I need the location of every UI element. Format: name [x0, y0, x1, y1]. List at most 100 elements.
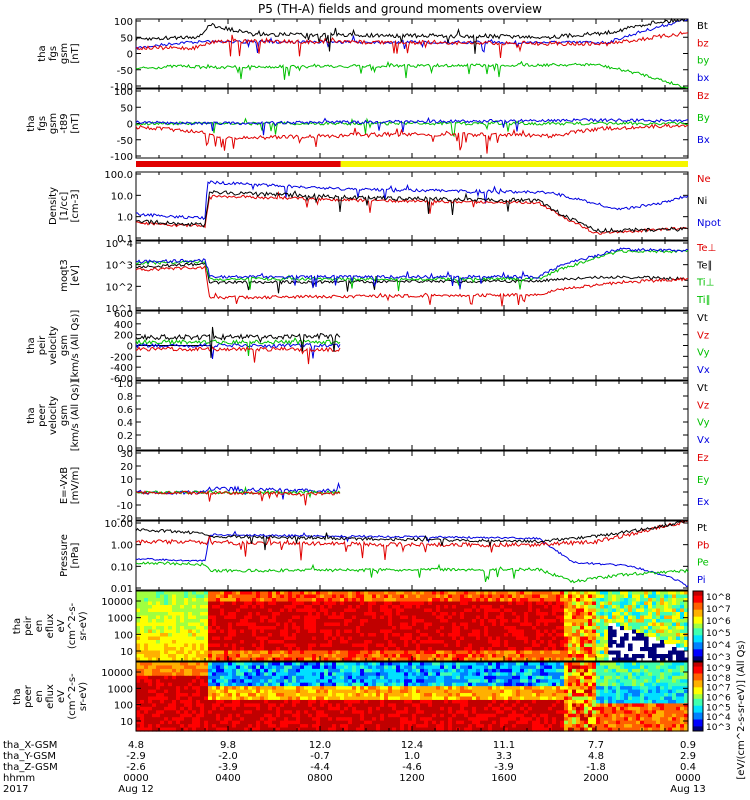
heatmap-cell	[644, 662, 649, 667]
heatmap-cell	[552, 626, 557, 631]
heatmap-cell	[172, 654, 177, 659]
heatmap-cell	[400, 605, 405, 610]
heatmap-cell	[376, 665, 381, 670]
heatmap-cell	[284, 650, 289, 655]
heatmap-cell	[548, 675, 553, 680]
heatmap-cell	[296, 636, 301, 641]
heatmap-cell	[352, 633, 357, 638]
heatmap-cell	[240, 619, 245, 624]
heatmap-cell	[580, 633, 585, 638]
heatmap-cell	[576, 699, 581, 704]
heatmap-cell	[244, 693, 249, 698]
heatmap-cell	[440, 672, 445, 677]
heatmap-cell	[676, 605, 681, 610]
heatmap-cell	[640, 629, 645, 634]
heatmap-cell	[584, 643, 589, 648]
heatmap-cell	[272, 689, 277, 694]
heatmap-cell	[668, 682, 673, 687]
heatmap-cell	[304, 675, 309, 680]
heatmap-cell	[344, 605, 349, 610]
heatmap-cell	[576, 615, 581, 620]
heatmap-cell	[680, 682, 685, 687]
heatmap-cell	[576, 657, 581, 662]
heatmap-cell	[156, 672, 161, 677]
heatmap-cell	[536, 640, 541, 645]
heatmap-cell	[624, 657, 629, 662]
heatmap-cell	[364, 686, 369, 691]
heatmap-cell	[572, 608, 577, 613]
heatmap-cell	[664, 679, 669, 684]
heatmap-cell	[524, 662, 529, 667]
heatmap-cell	[480, 626, 485, 631]
heatmap-cell	[400, 643, 405, 648]
heatmap-cell	[360, 662, 365, 667]
heatmap-cell	[324, 665, 329, 670]
heatmap-cell	[392, 612, 397, 617]
heatmap-cell	[512, 612, 517, 617]
heatmap-cell	[352, 601, 357, 606]
heatmap-cell	[312, 647, 317, 652]
heatmap-cell	[316, 636, 321, 641]
heatmap-cell	[528, 612, 533, 617]
heatmap-cell	[424, 693, 429, 698]
heatmap-cell	[388, 615, 393, 620]
heatmap-cell	[620, 668, 625, 673]
heatmap-cell	[652, 612, 657, 617]
heatmap-cell	[400, 629, 405, 634]
heatmap-cell	[564, 591, 569, 596]
heatmap-cell	[388, 629, 393, 634]
heatmap-cell	[248, 689, 253, 694]
heatmap-cell	[680, 662, 685, 667]
heatmap-cell	[676, 633, 681, 638]
heatmap-cell	[196, 650, 201, 655]
legend-entry: Ni	[697, 196, 707, 207]
heatmap-cell	[460, 679, 465, 684]
heatmap-cell	[344, 615, 349, 620]
heatmap-cell	[572, 696, 577, 701]
heatmap-cell	[496, 686, 501, 691]
heatmap-cell	[612, 668, 617, 673]
heatmap-cell	[184, 662, 189, 667]
heatmap-cell	[572, 654, 577, 659]
heatmap-cell	[264, 598, 269, 603]
heatmap-cell	[332, 668, 337, 673]
heatmap-cell	[620, 689, 625, 694]
heatmap-cell	[172, 689, 177, 694]
heatmap-cell	[500, 682, 505, 687]
heatmap-cell	[260, 601, 265, 606]
heatmap-cell	[312, 605, 317, 610]
heatmap-cell	[180, 689, 185, 694]
heatmap-cell	[400, 633, 405, 638]
heatmap-cell	[140, 626, 145, 631]
heatmap-cell	[344, 622, 349, 627]
heatmap-cell	[304, 605, 309, 610]
heatmap-cell	[544, 689, 549, 694]
heatmap-cell	[320, 629, 325, 634]
heatmap-cell	[468, 636, 473, 641]
heatmap-cell	[456, 629, 461, 634]
heatmap-cell	[412, 640, 417, 645]
heatmap-cell	[680, 626, 685, 631]
heatmap-cell	[236, 668, 241, 673]
heatmap-cell	[644, 640, 649, 645]
heatmap-cell	[624, 696, 629, 701]
heatmap-cell	[388, 626, 393, 631]
heatmap-cell	[536, 668, 541, 673]
heatmap-cell	[364, 626, 369, 631]
heatmap-cell	[396, 591, 401, 596]
heatmap-cell	[172, 594, 177, 599]
heatmap-cell	[508, 643, 513, 648]
heatmap-cell	[528, 654, 533, 659]
heatmap-cell	[156, 657, 161, 662]
heatmap-cell	[604, 647, 609, 652]
heatmap-cell	[484, 668, 489, 673]
heatmap-cell	[416, 654, 421, 659]
heatmap-cell	[492, 612, 497, 617]
heatmap-cell	[456, 686, 461, 691]
heatmap-cell	[432, 668, 437, 673]
heatmap-cell	[564, 686, 569, 691]
heatmap-cell	[192, 643, 197, 648]
heatmap-cell	[516, 636, 521, 641]
heatmap-cell	[172, 605, 177, 610]
heatmap-cell	[440, 650, 445, 655]
